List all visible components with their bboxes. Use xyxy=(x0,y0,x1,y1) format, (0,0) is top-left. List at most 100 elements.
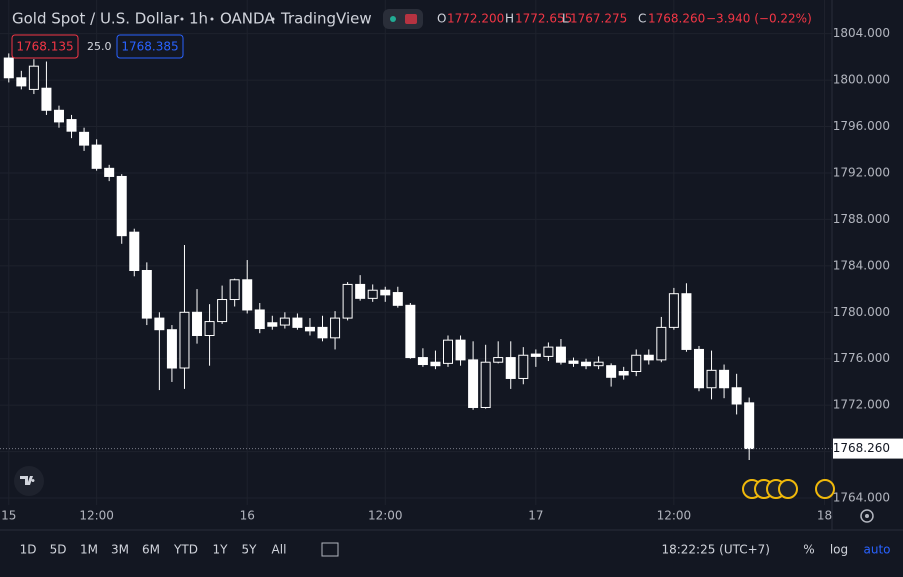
header-change: −3.940 (−0.22%) xyxy=(706,12,812,26)
candle-body xyxy=(719,369,730,389)
candle-body xyxy=(643,354,654,361)
y-tick-label: 1796.000 xyxy=(833,119,890,133)
header-l-label: L xyxy=(562,12,569,26)
x-tick-label: 17 xyxy=(528,509,543,523)
candle-body xyxy=(166,329,177,369)
y-tick-label: 1804.000 xyxy=(833,26,890,40)
header-source: TradingView xyxy=(280,10,372,28)
x-tick-label: 12:00 xyxy=(657,509,692,523)
candle-body xyxy=(342,283,353,319)
y-tick-label: 1788.000 xyxy=(833,212,890,226)
candle-body xyxy=(392,292,403,306)
range-button[interactable]: 3M xyxy=(111,543,129,557)
candle-body xyxy=(505,357,516,379)
header-o: 1772.200 xyxy=(447,12,504,26)
y-tick-label: 1780.000 xyxy=(833,305,890,319)
x-tick-label: 12:00 xyxy=(368,509,403,523)
x-tick-label: 16 xyxy=(240,509,255,523)
range-button[interactable]: 1M xyxy=(80,543,98,557)
candle-body xyxy=(3,57,14,79)
candle-body xyxy=(279,317,290,326)
candle-body xyxy=(91,144,102,169)
candle-body xyxy=(116,175,127,237)
range-button[interactable]: 1D xyxy=(20,543,37,557)
candle-body xyxy=(455,339,466,361)
candle-body xyxy=(656,326,667,361)
header-o-label: O xyxy=(437,12,446,26)
candle-body xyxy=(606,365,617,378)
header-interval: 1h xyxy=(189,10,208,28)
candle-body xyxy=(618,370,629,376)
separator-dot xyxy=(210,17,214,21)
candle-body xyxy=(543,346,554,357)
range-button[interactable]: YTD xyxy=(173,543,198,557)
candle-body xyxy=(217,299,228,323)
auto-toggle[interactable]: auto xyxy=(863,543,890,557)
date-range-icon[interactable] xyxy=(321,542,339,557)
y-tick-label: 1800.000 xyxy=(833,73,890,87)
event-flags[interactable] xyxy=(742,479,835,499)
separator-dot xyxy=(180,17,184,21)
candle-body xyxy=(731,387,742,405)
candle-body xyxy=(53,109,64,123)
y-tick-label: 1792.000 xyxy=(833,165,890,179)
range-button[interactable]: 5Y xyxy=(242,543,258,557)
ask-box xyxy=(116,34,184,59)
y-tick-label: 1776.000 xyxy=(833,351,890,365)
last-price-box xyxy=(833,438,903,459)
candle-body xyxy=(254,309,265,330)
x-tick-label: 12:00 xyxy=(79,509,114,523)
candle-body xyxy=(744,402,755,450)
header-h: 1772.655 xyxy=(515,12,572,26)
header-symbol: Gold Spot / U.S. Dollar xyxy=(12,10,180,28)
candle-body xyxy=(317,326,328,339)
candle-body xyxy=(304,326,315,332)
candle-body xyxy=(681,293,692,350)
candle-body xyxy=(468,359,479,408)
x-tick-label: 18 xyxy=(817,509,832,523)
status-icon xyxy=(405,14,417,24)
percent-toggle[interactable]: % xyxy=(803,543,814,557)
candle-body xyxy=(229,279,240,301)
x-tick-label: 15 xyxy=(1,509,16,523)
bid-box xyxy=(11,34,79,59)
bid-price[interactable]: 1768.135 xyxy=(16,40,73,54)
candle-body xyxy=(493,357,504,363)
candle-body xyxy=(79,131,90,146)
range-button[interactable]: 1Y xyxy=(213,543,229,557)
candle-body xyxy=(706,369,717,389)
candle-body xyxy=(104,167,115,177)
candle-body xyxy=(242,279,253,311)
settings-icon[interactable] xyxy=(860,509,874,523)
ask-price[interactable]: 1768.385 xyxy=(121,40,178,54)
candle-body xyxy=(330,317,341,339)
log-toggle[interactable]: log xyxy=(830,543,848,557)
candle-body xyxy=(693,348,704,389)
header-c: 1768.260 xyxy=(648,12,705,26)
candle-body xyxy=(405,304,416,359)
candle-body xyxy=(430,361,441,367)
candle-body xyxy=(380,289,391,296)
candle-body xyxy=(555,346,566,363)
logo-mark xyxy=(20,476,35,485)
candle-body xyxy=(292,317,303,328)
last-price-label: 1768.260 xyxy=(833,441,890,455)
range-button[interactable]: 5D xyxy=(50,543,67,557)
header-h-label: H xyxy=(505,12,514,26)
candle-body xyxy=(668,293,679,328)
header-c-label: C xyxy=(638,12,646,26)
candle-body xyxy=(417,357,428,366)
candle-body xyxy=(41,87,52,111)
range-button[interactable]: All xyxy=(272,543,287,557)
range-button[interactable]: 6M xyxy=(142,543,160,557)
candle-body xyxy=(631,354,642,372)
candle-body xyxy=(192,311,203,337)
candle-body xyxy=(593,361,604,367)
candle-body xyxy=(568,360,579,364)
candle-body xyxy=(28,65,39,90)
candle-body xyxy=(267,322,278,327)
status-dot xyxy=(390,16,396,22)
spread: 25.0 xyxy=(87,40,112,53)
